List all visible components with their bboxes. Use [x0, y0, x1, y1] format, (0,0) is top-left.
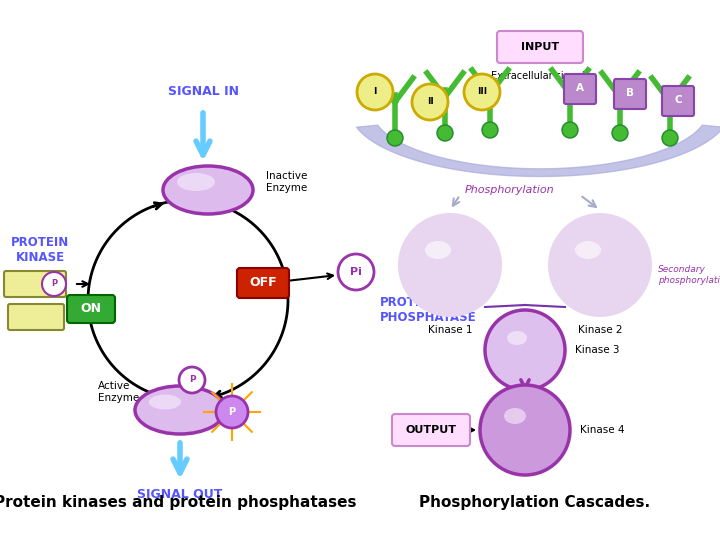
Polygon shape	[356, 125, 720, 177]
Text: B: B	[626, 88, 634, 98]
Text: II: II	[427, 98, 433, 106]
Circle shape	[485, 310, 565, 390]
Circle shape	[216, 396, 248, 428]
FancyBboxPatch shape	[564, 74, 596, 104]
Text: III: III	[477, 87, 487, 97]
Text: C: C	[674, 95, 682, 105]
Circle shape	[482, 122, 498, 138]
Text: I: I	[373, 87, 377, 97]
Text: P: P	[189, 375, 195, 384]
Circle shape	[548, 213, 652, 317]
Text: OUTPUT: OUTPUT	[405, 425, 456, 435]
Text: Extracellular signals: Extracellular signals	[490, 71, 590, 81]
Text: Pi: Pi	[350, 267, 362, 277]
Circle shape	[464, 74, 500, 110]
Circle shape	[338, 254, 374, 290]
FancyBboxPatch shape	[67, 295, 115, 323]
FancyBboxPatch shape	[4, 271, 66, 297]
Text: P: P	[51, 280, 57, 288]
FancyBboxPatch shape	[662, 86, 694, 116]
Text: Kinase 1: Kinase 1	[428, 325, 472, 335]
Text: Phosphorylation: Phosphorylation	[465, 185, 555, 195]
Text: Kinase 4: Kinase 4	[580, 425, 624, 435]
Ellipse shape	[425, 241, 451, 259]
Circle shape	[387, 130, 403, 146]
Ellipse shape	[163, 166, 253, 214]
Text: OFF: OFF	[249, 276, 276, 289]
Text: Active
Enzyme: Active Enzyme	[98, 381, 139, 403]
Text: SIGNAL OUT: SIGNAL OUT	[138, 488, 222, 501]
FancyBboxPatch shape	[237, 268, 289, 298]
Ellipse shape	[504, 408, 526, 424]
Circle shape	[662, 130, 678, 146]
Circle shape	[412, 84, 448, 120]
Text: A: A	[576, 83, 584, 93]
Circle shape	[398, 213, 502, 317]
Text: APP: APP	[19, 280, 37, 288]
FancyBboxPatch shape	[8, 304, 64, 330]
Text: P: P	[228, 407, 235, 417]
Circle shape	[437, 125, 453, 141]
Circle shape	[179, 367, 205, 393]
Ellipse shape	[177, 173, 215, 191]
Ellipse shape	[507, 331, 527, 345]
Ellipse shape	[575, 241, 601, 259]
Circle shape	[612, 125, 628, 141]
Text: Kinase 2: Kinase 2	[577, 325, 622, 335]
Circle shape	[480, 385, 570, 475]
Text: Inactive
Enzyme: Inactive Enzyme	[266, 171, 307, 193]
FancyBboxPatch shape	[497, 31, 583, 63]
FancyBboxPatch shape	[614, 79, 646, 109]
Text: Secondary
phosphorylation: Secondary phosphorylation	[658, 265, 720, 285]
Text: PROTEIN
KINASE: PROTEIN KINASE	[11, 236, 69, 264]
Text: ON: ON	[81, 302, 102, 315]
FancyBboxPatch shape	[392, 414, 470, 446]
Text: INPUT: INPUT	[521, 42, 559, 52]
Text: Kinase 3: Kinase 3	[575, 345, 619, 355]
Circle shape	[42, 272, 66, 296]
Text: Phosphorylation Cascades.: Phosphorylation Cascades.	[420, 495, 651, 510]
Text: PROTEIN
PHOSPHATASE: PROTEIN PHOSPHATASE	[380, 296, 477, 324]
Ellipse shape	[135, 386, 225, 434]
Circle shape	[357, 74, 393, 110]
Ellipse shape	[149, 395, 181, 409]
Circle shape	[562, 122, 578, 138]
Text: SIGNAL IN: SIGNAL IN	[168, 85, 238, 98]
Text: Protein kinases and protein phosphatases: Protein kinases and protein phosphatases	[0, 495, 356, 510]
Text: APP: APP	[27, 313, 45, 321]
